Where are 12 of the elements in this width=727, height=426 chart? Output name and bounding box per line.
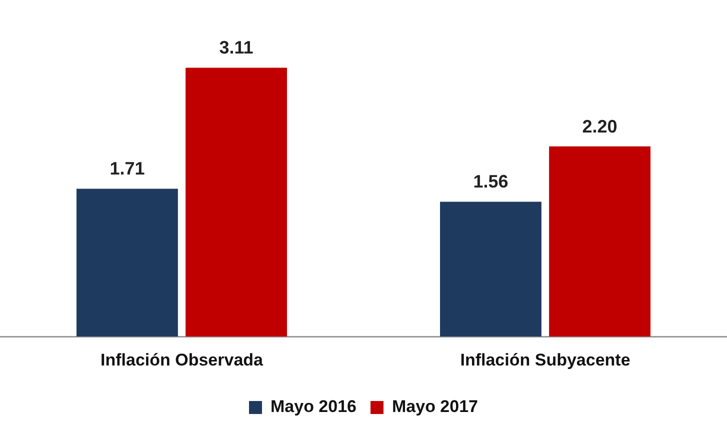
data-label: 1.56	[473, 172, 508, 192]
data-label: 2.20	[582, 116, 618, 136]
legend-label: Mayo 2017	[392, 397, 478, 416]
legend-label: Mayo 2016	[270, 397, 357, 416]
bar	[186, 68, 287, 337]
data-label: 1.71	[110, 158, 145, 179]
bar	[549, 146, 650, 337]
x-tick-label: Inflación Subyacente	[460, 350, 630, 370]
bar	[76, 188, 178, 337]
x-tick-label: Inflación Observada	[100, 350, 264, 370]
data-label: 3.11	[219, 38, 254, 58]
bar	[440, 202, 542, 337]
